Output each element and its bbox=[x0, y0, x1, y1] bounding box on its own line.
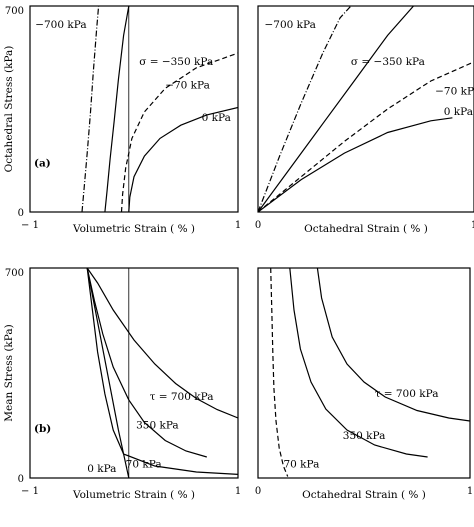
series-line-1 bbox=[86, 268, 238, 419]
series-line-3 bbox=[270, 268, 289, 477]
series-line-2 bbox=[289, 268, 428, 458]
panel-2 bbox=[257, 5, 474, 213]
x-tick-label: 1 bbox=[467, 486, 473, 497]
y-tick-label: 700 bbox=[5, 6, 24, 17]
curve-label: τ = 700 kPa bbox=[150, 391, 214, 403]
panel-tag: (b) bbox=[34, 423, 51, 435]
plot-frame bbox=[257, 267, 471, 479]
y-axis-label: Mean Stress (kPa) bbox=[3, 324, 15, 422]
series-line-3 bbox=[120, 52, 238, 212]
y-tick-label: 700 bbox=[5, 268, 24, 279]
curve-label: τ = 700 kPa bbox=[375, 388, 439, 400]
y-axis-label: Octahedral Stress (kPa) bbox=[3, 46, 15, 173]
curve-label: −700 kPa bbox=[35, 19, 86, 31]
series-line-2 bbox=[258, 6, 414, 212]
series-line-1 bbox=[81, 6, 100, 212]
x-tick-label: 1 bbox=[471, 220, 474, 231]
y-tick-label: 0 bbox=[18, 208, 24, 219]
curve-label: 350 kPa bbox=[343, 430, 386, 442]
curve-label: 350 kPa bbox=[136, 420, 179, 432]
curve-label: −70 kPa bbox=[165, 79, 210, 91]
series-line-1 bbox=[258, 6, 352, 212]
curve-label: 0 kPa bbox=[87, 463, 116, 475]
x-tick-label: − 1 bbox=[21, 220, 39, 231]
curve-label: 70 kPa bbox=[126, 459, 162, 471]
plot-frame bbox=[29, 5, 239, 213]
x-tick-label: 1 bbox=[235, 486, 241, 497]
series-line-4 bbox=[258, 117, 453, 212]
x-axis-label: Octahedral Strain ( % ) bbox=[302, 489, 426, 501]
series-line-1 bbox=[316, 268, 470, 422]
panel-tag: (a) bbox=[34, 158, 51, 170]
plot-frame bbox=[257, 5, 474, 213]
x-tick-label: 0 bbox=[255, 486, 261, 497]
x-axis-label: Octahedral Strain ( % ) bbox=[304, 223, 428, 235]
curve-label: 0 kPa bbox=[444, 106, 473, 118]
series-line-2 bbox=[86, 268, 207, 458]
x-tick-label: 1 bbox=[235, 220, 241, 231]
x-axis-label: Volumetric Strain ( % ) bbox=[72, 223, 195, 235]
series-line-4 bbox=[128, 106, 238, 212]
series-line-3 bbox=[86, 268, 238, 475]
series-line-2 bbox=[104, 6, 130, 212]
curve-label: −700 kPa bbox=[264, 19, 315, 31]
plot-frame bbox=[29, 267, 239, 479]
panel-1 bbox=[29, 5, 239, 213]
y-tick-label: 0 bbox=[18, 474, 24, 485]
curve-label: σ = −350 kPa bbox=[139, 56, 213, 68]
x-tick-label: − 1 bbox=[21, 486, 39, 497]
panel-4 bbox=[257, 267, 471, 479]
curve-label: −70 kPa bbox=[435, 85, 474, 97]
panel-3 bbox=[29, 267, 239, 479]
series-line-3 bbox=[258, 61, 474, 212]
curve-label: 70 kPa bbox=[283, 459, 319, 471]
x-axis-label: Volumetric Strain ( % ) bbox=[72, 489, 195, 501]
curve-label: 0 kPa bbox=[202, 112, 231, 124]
curve-label: σ = −350 kPa bbox=[351, 56, 425, 68]
series-line-4 bbox=[86, 268, 130, 478]
x-tick-label: 0 bbox=[255, 220, 261, 231]
